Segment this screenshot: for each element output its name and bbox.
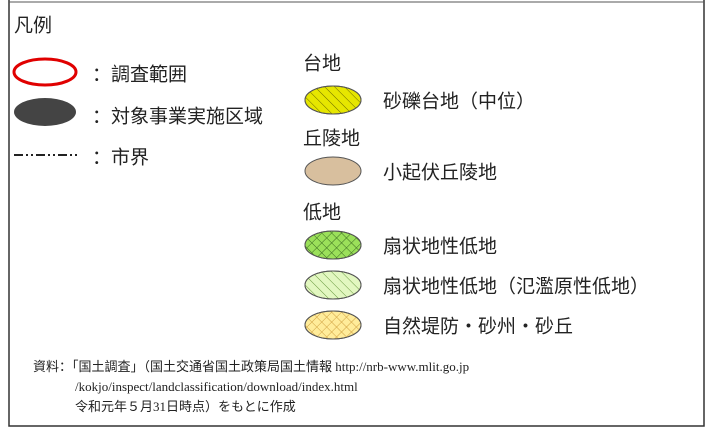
project-area-symbol: [14, 98, 76, 126]
group-name: 丘陵地: [303, 128, 360, 150]
item-label: 扇状地性低地（氾濫原性低地）: [383, 276, 649, 298]
survey-area-symbol: [12, 57, 78, 87]
group-name: 台地: [303, 53, 341, 75]
symbol-hatch: [304, 270, 362, 300]
symbol-hatch: [304, 230, 362, 260]
source-note: 令和元年５月31日時点）をもとに作成: [75, 399, 296, 414]
source-note: /kokjo/inspect/landclassification/downlo…: [75, 379, 358, 394]
legend-title: 凡例: [14, 15, 52, 37]
group-name: 低地: [303, 202, 341, 224]
source-note: 資料：「国土調査」（国土交通省国土政策局国土情報 http://nrb-www.…: [33, 359, 469, 374]
item-label: 砂礫台地（中位）: [383, 91, 535, 113]
frame: [8, 0, 705, 427]
boundary-label: ：対象事業実施区域: [92, 106, 263, 128]
symbol-hatch: [304, 85, 362, 115]
symbol-hatch: [304, 310, 362, 340]
symbol: [304, 156, 362, 186]
item-label: 小起伏丘陵地: [383, 162, 497, 184]
boundary-label: ：調査範囲: [92, 64, 187, 86]
item-label: 扇状地性低地: [383, 236, 497, 258]
item-label: 自然堤防・砂州・砂丘: [383, 316, 573, 338]
boundary-label: ：市界: [92, 147, 149, 169]
